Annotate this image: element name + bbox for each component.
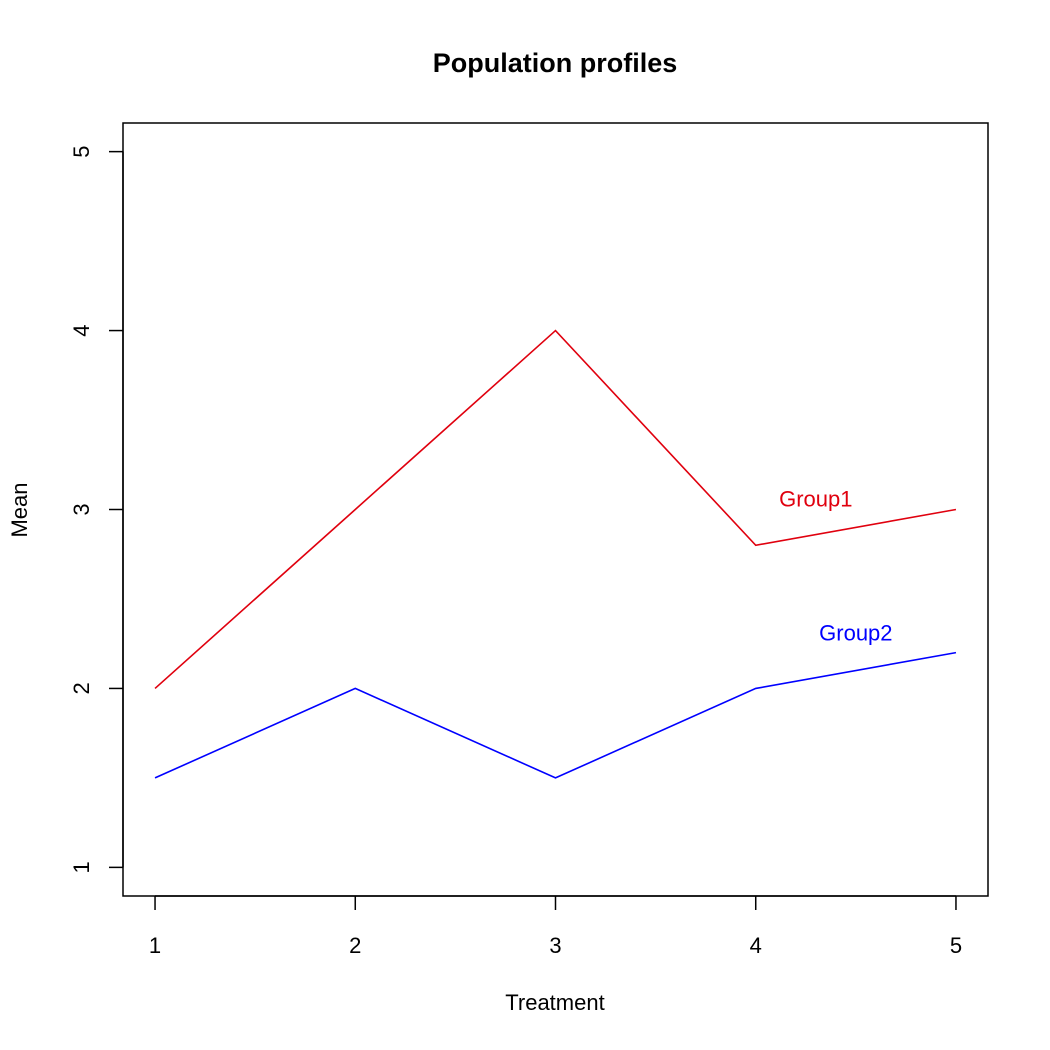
plot-series: Group1 Group2 [154, 329, 957, 779]
series-label-group2: Group2 [819, 621, 892, 646]
y-tick-label: 3 [69, 503, 94, 515]
x-axis: 1 2 3 4 5 [149, 895, 962, 958]
x-tick-label: 3 [549, 933, 561, 958]
y-axis: 1 2 3 4 5 [69, 146, 124, 873]
series-line-group1 [154, 329, 957, 690]
x-tick-label: 1 [149, 933, 161, 958]
y-tick-label: 2 [69, 682, 94, 694]
chart-title: Population profiles [433, 48, 678, 78]
y-tick-label: 1 [69, 861, 94, 873]
plot-frame [122, 122, 989, 897]
x-tick-label: 5 [950, 933, 962, 958]
series-line-group2 [154, 651, 957, 779]
x-axis-label: Treatment [505, 990, 604, 1015]
x-tick-label: 4 [750, 933, 762, 958]
series-label-group1: Group1 [779, 486, 852, 511]
y-tick-label: 5 [69, 146, 94, 158]
y-axis-label: Mean [7, 482, 32, 537]
x-tick-label: 2 [349, 933, 361, 958]
y-tick-label: 4 [69, 324, 94, 336]
